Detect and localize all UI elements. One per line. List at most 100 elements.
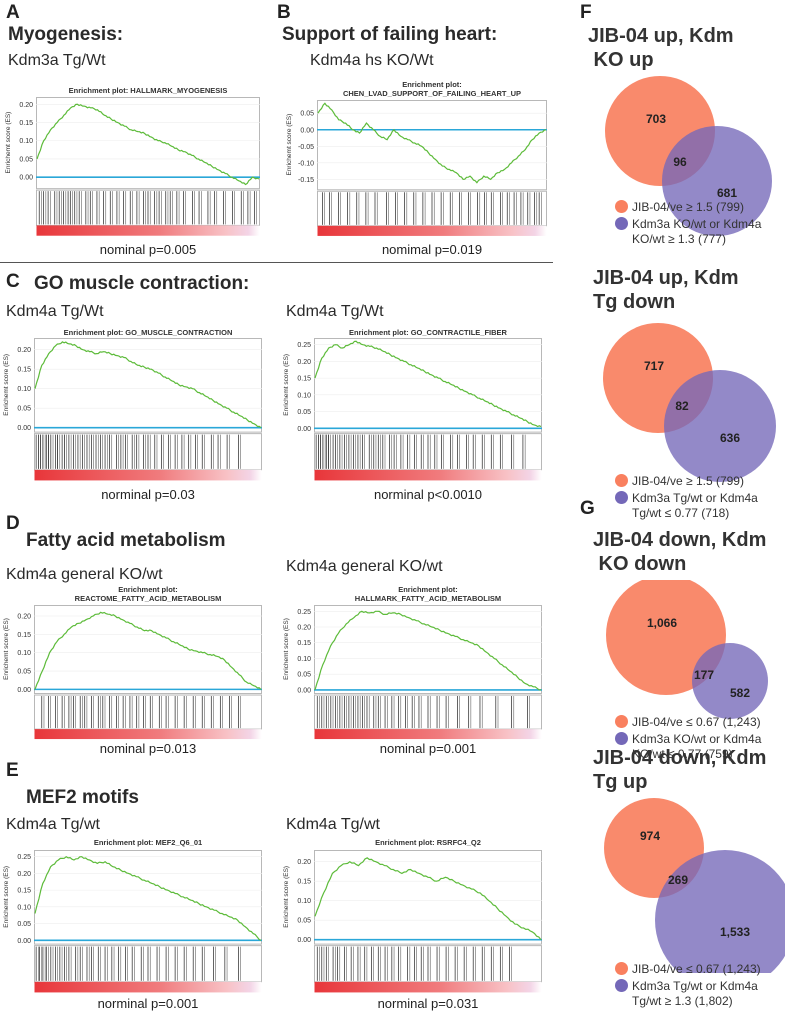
es-frame — [314, 605, 542, 695]
panel-divider — [0, 262, 553, 263]
y-tick-label: 0.15 — [19, 120, 33, 127]
legend-label-right: Kdm3a Tg/wt or Kdm4a Tg/wt ≤ 0.77 (718) — [632, 491, 758, 520]
y-tick-label: -0.15 — [298, 177, 314, 184]
gsea-plot: 0.20 0.15 0.10 0.05 0.00 Enrichemt score (ES) — [3, 338, 262, 481]
es-curve — [34, 341, 262, 429]
y-tick-label: 0.00 — [300, 127, 314, 134]
legend-label-left: JIB-04/ve ≤ 0.67 (1,243) — [632, 962, 761, 976]
y-tick-label: -0.10 — [298, 160, 314, 167]
panel-subtitle: Kdm4a Tg/Wt — [286, 303, 384, 320]
y-tick-label: 0.20 — [297, 625, 311, 632]
y-tick-label: 0.05 — [17, 406, 31, 413]
y-tick-label: 0.10 — [19, 138, 33, 145]
enrichment-plot-title: Enrichment plot: REACTOME_FATTY_ACID_MET… — [74, 585, 222, 603]
y-tick-label: 0.05 — [300, 111, 314, 118]
y-tick-label: 0.15 — [17, 888, 31, 895]
y-tick-label: 0.00 — [297, 687, 311, 694]
gsea-plot: 0.20 0.15 0.10 0.05 0.00 Enrichemt score (ES) — [283, 850, 542, 993]
y-tick-label: 0.25 — [17, 854, 31, 861]
es-frame — [317, 100, 547, 191]
gsea-plot: 0.25 0.20 0.15 0.10 0.05 0.00 Enrichemt score … — [283, 338, 542, 481]
legend-label-left: JIB-04/ve ≤ 0.67 (1,243) — [632, 715, 761, 729]
y-axis-label: Enrichemt score (ES) — [3, 618, 10, 680]
y-tick-label: 0.00 — [19, 175, 33, 182]
legend-label-right: Kdm3a Tg/wt or Kdm4a Tg/wt ≥ 1.3 (1,802) — [632, 979, 758, 1008]
venn-left-count: 974 — [640, 829, 660, 843]
es-frame — [314, 338, 542, 433]
legend-label-right: Kdm3a KO/wt or Kdm4a KO/wt ≥ 1.3 (777) — [632, 217, 762, 246]
y-axis-label: Enrichemt score (ES) — [3, 866, 10, 928]
es-curve — [317, 102, 547, 184]
gsea-plot: 0.20 0.15 0.10 0.05 0.00 Enrichemt score (ES) — [3, 605, 262, 740]
y-tick-label: 0.10 — [17, 650, 31, 657]
y-tick-label: 0.05 — [17, 921, 31, 928]
legend-label-left: JIB-04/ve ≥ 1.5 (799) — [632, 200, 744, 214]
nominal-p-value: norminal p=0.001 — [97, 996, 199, 1011]
hits-frame — [34, 694, 262, 730]
nominal-p-value: norminal p<0.0010 — [373, 487, 483, 502]
y-axis-label: Enrichemt score (ES) — [286, 114, 293, 176]
y-tick-label: 0.25 — [297, 609, 311, 616]
legend-swatch-right — [615, 217, 628, 230]
panel-letter: B — [277, 2, 291, 23]
venn-title: JIB-04 down, Kdm Tg up — [593, 747, 767, 793]
y-tick-label: 0.00 — [17, 425, 31, 432]
y-tick-label: 0.15 — [297, 376, 311, 383]
nominal-p-value: nominal p=0.001 — [379, 741, 477, 756]
y-tick-label: 0.05 — [17, 669, 31, 676]
venn-diagram: 1,066 177 582 — [606, 580, 768, 719]
gsea-plot: 0.25 0.20 0.15 0.10 0.05 0.00 Enrichemt score … — [3, 850, 262, 993]
panel-title: MEF2 motifs — [26, 787, 139, 808]
y-tick-label: 0.00 — [297, 426, 311, 433]
legend-entry-left: JIB-04/ve ≤ 0.67 (1,243) — [615, 715, 783, 730]
y-tick-label: 0.20 — [17, 347, 31, 354]
y-tick-label: 0.25 — [297, 342, 311, 349]
nominal-p-value: nomimal p=0.019 — [381, 242, 483, 257]
y-axis-label: Enrichemt score (ES) — [283, 354, 290, 416]
y-tick-label: 0.05 — [19, 156, 33, 163]
y-tick-label: 0.15 — [17, 632, 31, 639]
legend-swatch-left — [615, 962, 628, 975]
es-curve — [314, 857, 542, 941]
panel-subtitle: Kdm4a general KO/wt — [286, 558, 443, 575]
legend-swatch-right — [615, 979, 628, 992]
gsea-plot: 0.05 0.00 -0.05 -0.10 -0.15 Enrichemt score (… — [286, 100, 547, 236]
y-tick-label: 0.20 — [297, 859, 311, 866]
es-curve — [36, 103, 260, 186]
venn-overlap-count: 177 — [694, 668, 714, 682]
panel-subtitle: Kdm4a Tg/Wt — [6, 303, 104, 320]
ranked-list-bar — [314, 729, 542, 740]
panel-title: Myogenesis: — [8, 24, 124, 45]
y-tick-label: 0.05 — [297, 672, 311, 679]
legend-entry-right: Kdm3a Tg/wt or Kdm4a Tg/wt ≥ 1.3 (1,802) — [615, 979, 783, 1009]
nominal-p-value: norminal p=0.031 — [377, 996, 479, 1011]
ranked-list-bar — [34, 469, 262, 481]
panel-letter: A — [6, 2, 20, 23]
nominal-p-value: nominal p=0.005 — [99, 242, 197, 257]
venn-left-count: 1,066 — [647, 616, 677, 630]
es-curve — [314, 610, 542, 691]
venn-right-count: 636 — [720, 431, 740, 445]
nominal-p-value: norminal p=0.03 — [101, 487, 195, 502]
venn-diagram: 703 96 681 — [605, 76, 772, 236]
y-tick-label: 0.05 — [297, 918, 311, 925]
legend-swatch-left — [615, 474, 628, 487]
panel-title: GO muscle contraction: — [34, 273, 250, 294]
y-tick-label: 0.00 — [17, 687, 31, 694]
venn-right-circle — [692, 643, 768, 719]
panel-letter: G — [580, 498, 595, 519]
legend-swatch-left — [615, 715, 628, 728]
nominal-p-value: nominal p=0.013 — [99, 741, 197, 756]
enrichment-plot-title: Enrichment plot: HALLMARK_MYOGENESIS — [68, 86, 228, 95]
ranked-list-bar — [314, 981, 542, 993]
venn-overlap-count: 269 — [668, 873, 688, 887]
venn-right-count: 1,533 — [720, 925, 750, 939]
legend-label-right: Kdm3a KO/wt or Kdm4a KO/wt ≤ 0.77 (759) — [632, 732, 762, 761]
y-axis-label: Enrichemt score (ES) — [283, 866, 290, 928]
y-tick-label: 0.10 — [17, 904, 31, 911]
panel-subtitle: Kdm4a Tg/wt — [6, 816, 100, 833]
venn-overlap-count: 96 — [673, 155, 687, 169]
es-frame — [34, 338, 262, 433]
legend-swatch-left — [615, 200, 628, 213]
enrichment-plot-title: Enrichment plot: GO_MUSCLE_CONTRACTION — [63, 328, 233, 337]
